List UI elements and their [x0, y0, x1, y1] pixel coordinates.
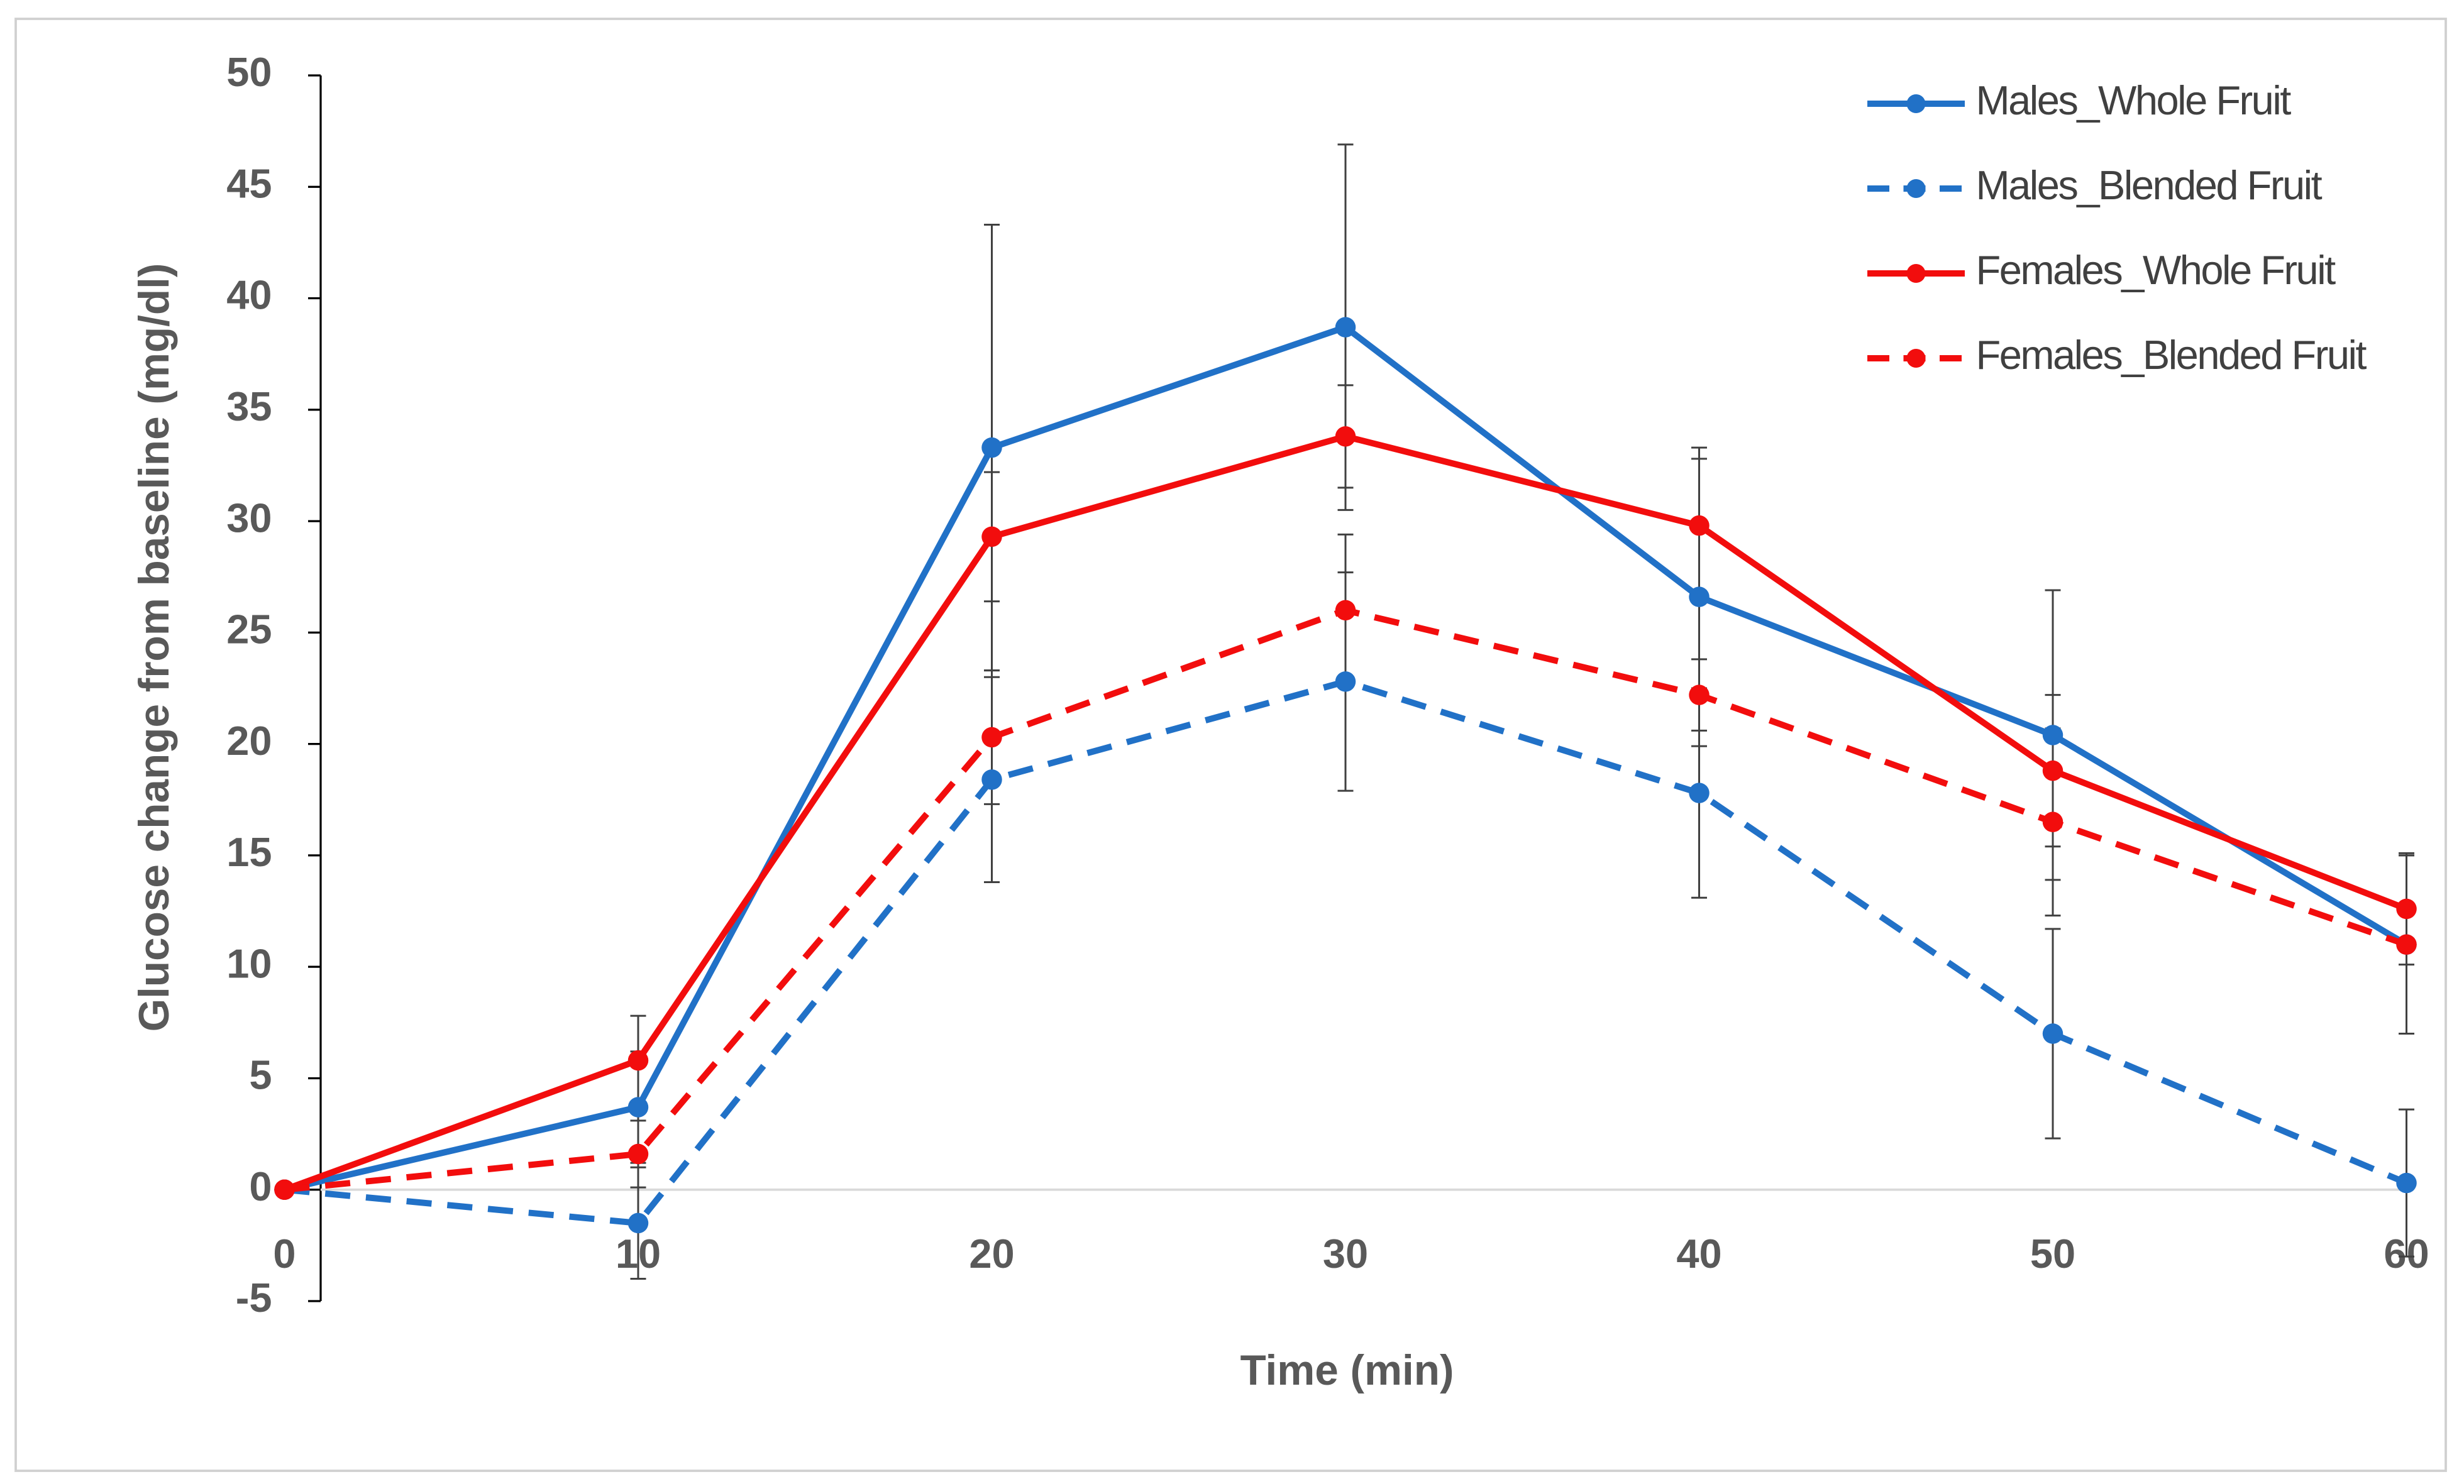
point [2042, 760, 2063, 781]
y-tick-label: 40 [226, 272, 272, 318]
x-axis-title: Time (min) [1240, 1347, 1454, 1394]
y-tick-label: 35 [226, 383, 272, 429]
legend-label: Females_Whole Fruit [1976, 247, 2336, 293]
point [1689, 586, 1710, 607]
y-tick-label: 25 [226, 607, 272, 652]
point [2396, 934, 2417, 955]
point [627, 1097, 649, 1118]
x-tick-label: 0 [273, 1231, 296, 1277]
y-tick-label: 45 [226, 160, 272, 206]
point [2042, 1023, 2063, 1044]
x-tick-label: 20 [969, 1231, 1014, 1277]
point [2396, 1172, 2417, 1194]
point [2042, 725, 2063, 745]
legend-marker [1906, 179, 1926, 198]
legend-label: Females_Blended Fruit [1976, 332, 2367, 378]
point [274, 1179, 295, 1200]
y-tick-label: -5 [236, 1275, 272, 1321]
point [981, 769, 1002, 790]
y-tick-label: 50 [226, 49, 272, 95]
y-tick-label: 10 [226, 940, 272, 986]
x-tick-label: 40 [1676, 1231, 1721, 1277]
legend-marker [1906, 349, 1926, 368]
point [1689, 515, 1710, 536]
point [981, 437, 1002, 458]
x-tick-label: 50 [2030, 1231, 2075, 1277]
x-tick-label: 30 [1323, 1231, 1368, 1277]
chart-border [14, 18, 2447, 1472]
point [1335, 671, 1356, 692]
y-axis-title: Glucose change from baseline (mg/dl) [131, 263, 178, 1032]
legend-marker [1906, 94, 1926, 113]
legend-marker [1906, 264, 1926, 283]
y-tick-label: 20 [226, 718, 272, 764]
point [627, 1143, 649, 1165]
point [627, 1050, 649, 1071]
point [627, 1212, 649, 1234]
y-tick-label: 5 [249, 1052, 272, 1098]
point [1335, 426, 1356, 447]
point [2396, 898, 2417, 920]
point [1689, 783, 1710, 803]
y-tick-label: 30 [226, 495, 272, 541]
legend-label: Males_Blended Fruit [1976, 162, 2323, 208]
y-tick-label: 0 [249, 1163, 272, 1209]
point [981, 526, 1002, 547]
point [1335, 317, 1356, 338]
point [981, 727, 1002, 748]
point [2042, 811, 2063, 832]
point [1335, 600, 1356, 621]
y-tick-label: 15 [226, 829, 272, 875]
point [1689, 684, 1710, 705]
legend-label: Males_Whole Fruit [1976, 77, 2292, 123]
